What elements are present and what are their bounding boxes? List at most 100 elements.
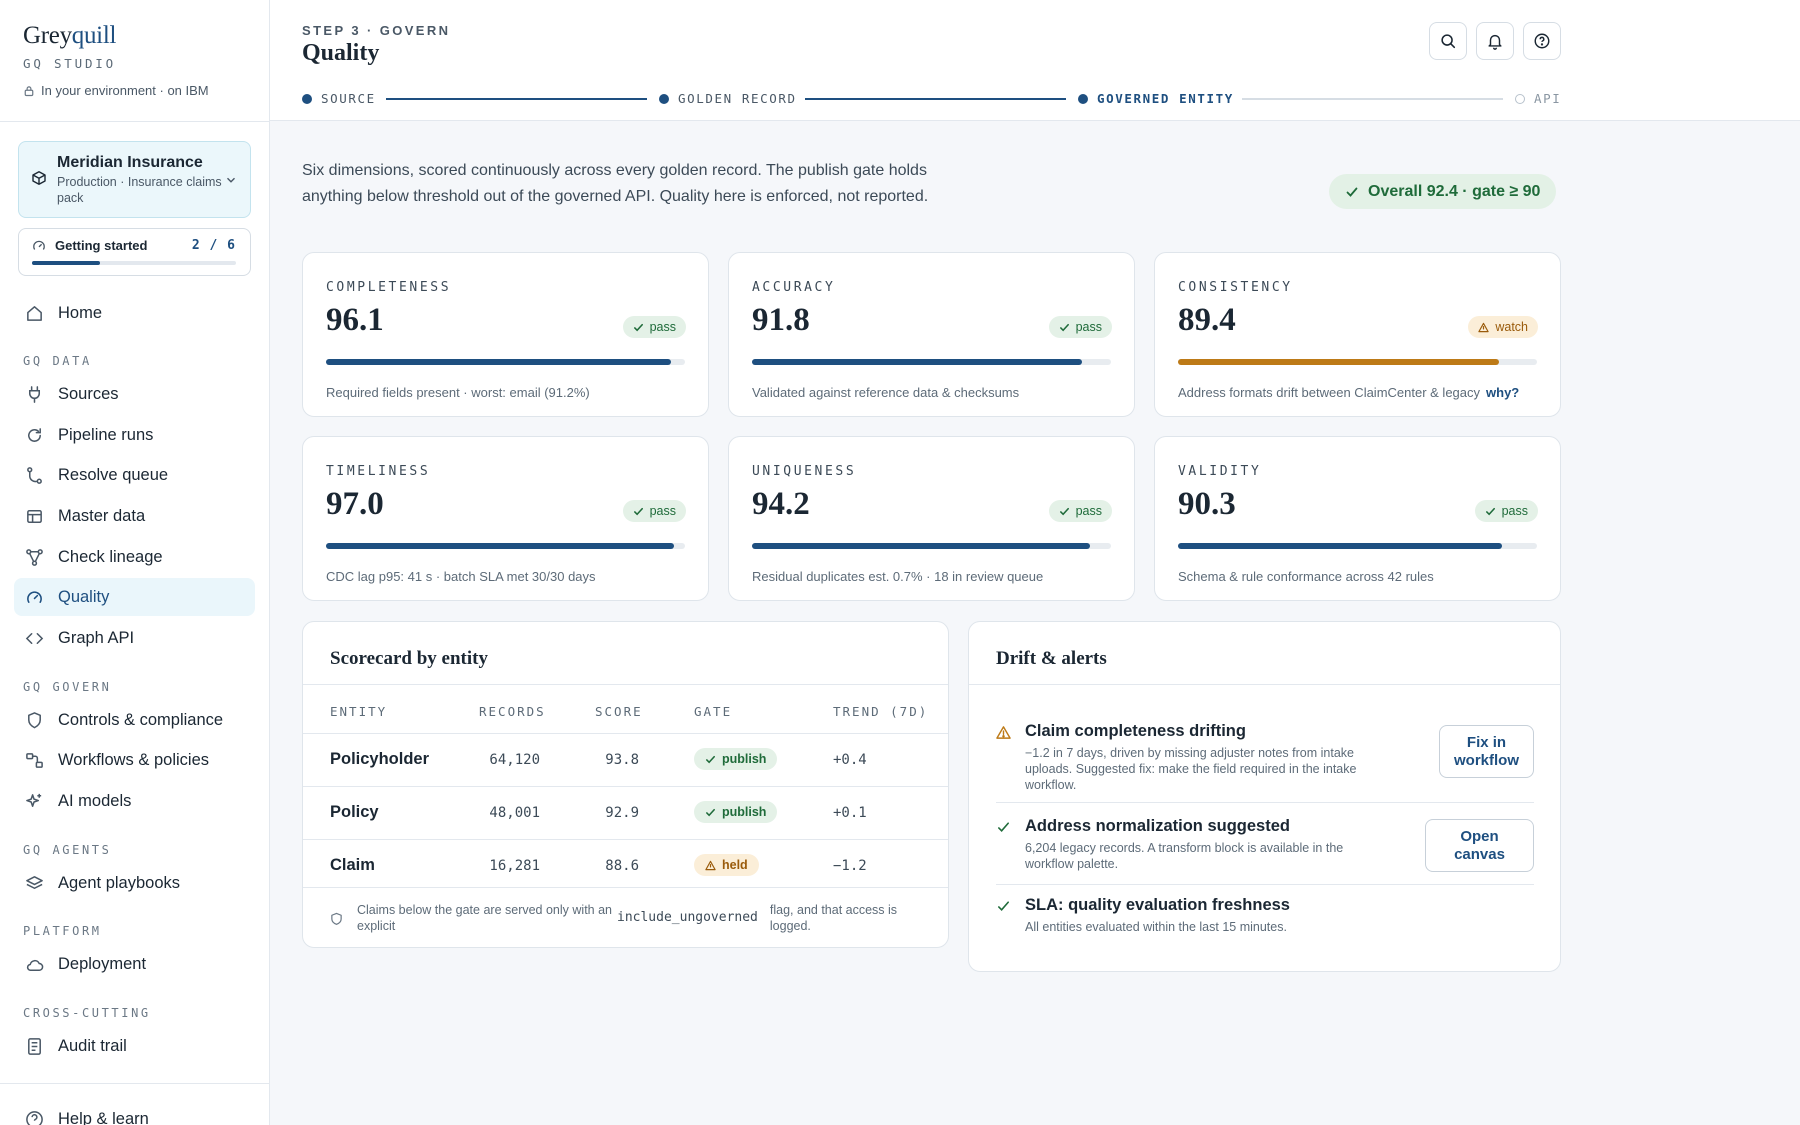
drift-title: Drift & alerts: [996, 648, 1107, 669]
lineage-icon: [25, 548, 58, 567]
column-header-entity[interactable]: ENTITY: [330, 704, 388, 719]
metric-note: Address formats drift between ClaimCente…: [1178, 385, 1519, 400]
step-api[interactable]: API: [1534, 91, 1562, 106]
step-governed-entity[interactable]: GOVERNED ENTITY: [1097, 91, 1234, 106]
column-header-records[interactable]: RECORDS: [479, 704, 546, 719]
metric-value: 91.8: [752, 302, 810, 338]
nav-section-gq-agents: GQ AGENTS: [23, 843, 112, 857]
status-badge: pass: [1474, 500, 1538, 522]
metric-progress-fill: [752, 359, 1082, 365]
step-golden-record[interactable]: GOLDEN RECORD: [678, 91, 797, 106]
open-canvas-button[interactable]: Open canvas: [1425, 819, 1534, 872]
alert-title: Address normalization suggested: [1025, 817, 1290, 835]
page-title: Quality: [302, 40, 380, 66]
metric-title: CONSISTENCY: [1178, 280, 1293, 295]
step-source[interactable]: SOURCE: [321, 91, 376, 106]
sidebar-item-audit-trail[interactable]: Audit trail: [14, 1027, 255, 1065]
alert-description: All entities evaluated within the last 1…: [1025, 920, 1287, 934]
metric-card-accuracy[interactable]: ACCURACY 91.8 pass Validated against refere…: [728, 252, 1135, 417]
environment-text: In your environment · on IBM: [41, 83, 209, 98]
sidebar-item-label: AI models: [58, 791, 132, 810]
help-button[interactable]: [1523, 22, 1561, 60]
search-button[interactable]: [1429, 22, 1467, 60]
plug-icon: [25, 385, 58, 404]
row-divider: [303, 786, 948, 787]
cube-icon: [31, 170, 47, 186]
sidebar-item-graph-api[interactable]: Graph API: [14, 619, 255, 657]
sidebar-item-sources[interactable]: Sources: [14, 375, 255, 413]
shield-icon: [330, 912, 357, 925]
check-icon: [633, 506, 644, 517]
sidebar-divider: [0, 1083, 270, 1084]
getting-started-progress: [32, 261, 236, 265]
column-header-trend[interactable]: TREND (7D): [833, 704, 929, 719]
page-header: STEP 3 · GOVERN Quality SOURCE GOLDEN RE…: [270, 0, 1800, 121]
environment-label: In your environment · on IBM: [23, 83, 209, 98]
table-row[interactable]: Policyholder 64,120 93.8 publish +0.4: [303, 733, 948, 786]
metric-progress: [1178, 543, 1537, 549]
scorecard-panel: Scorecard by entity ENTITY RECORDS SCORE…: [302, 621, 949, 948]
sidebar-item-help[interactable]: Help & learn: [14, 1100, 255, 1125]
row-divider: [303, 733, 948, 734]
sidebar-item-master-data[interactable]: Master data: [14, 497, 255, 535]
nav-section-cross-cutting: CROSS-CUTTING: [23, 1006, 151, 1020]
column-header-gate[interactable]: GATE: [694, 704, 733, 719]
brand-logo[interactable]: Greyquill: [23, 22, 209, 50]
cloud-icon: [25, 955, 58, 974]
metric-progress: [1178, 359, 1537, 365]
layers-icon: [25, 874, 58, 893]
org-switcher[interactable]: Meridian Insurance Production · Insuranc…: [18, 141, 251, 218]
check-icon: [1059, 506, 1070, 517]
why-link[interactable]: why?: [1486, 385, 1520, 400]
metric-title: VALIDITY: [1178, 464, 1262, 479]
metric-progress-fill: [752, 543, 1091, 549]
question-icon: [1533, 32, 1551, 50]
fix-in-workflow-button[interactable]: Fix in workflow: [1439, 725, 1534, 778]
metric-progress-fill: [326, 359, 671, 365]
metric-note: Residual duplicates est. 0.7% · 18 in re…: [752, 569, 1043, 584]
metric-value: 94.2: [752, 486, 810, 522]
help-icon: [25, 1110, 58, 1125]
metric-note: Validated against reference data & check…: [752, 385, 1019, 400]
metric-note-text: Residual duplicates est. 0.7% · 18 in re…: [752, 569, 1044, 584]
metric-card-consistency[interactable]: CONSISTENCY 89.4 watch Address formats drif…: [1154, 252, 1561, 417]
metric-title: ACCURACY: [752, 280, 836, 295]
score-value: 92.9: [605, 805, 639, 821]
progress-gauge-icon: [32, 239, 55, 253]
metric-card-timeliness[interactable]: TIMELINESS 97.0 pass CDC lag p95: 41 s · ba…: [302, 436, 709, 601]
sidebar-item-pipeline-runs[interactable]: Pipeline runs: [14, 416, 255, 454]
metric-note-text: Validated against reference data & check…: [752, 385, 1020, 400]
sidebar-item-workflows-policies[interactable]: Workflows & policies: [14, 741, 255, 779]
sidebar-item-label: Master data: [58, 506, 146, 525]
metric-value: 97.0: [326, 486, 384, 522]
sidebar-item-resolve-queue[interactable]: Resolve queue: [14, 456, 255, 494]
sidebar-item-quality[interactable]: Quality: [14, 578, 255, 616]
table-row[interactable]: Policy 48,001 92.9 publish +0.1: [303, 786, 948, 839]
metric-value: 96.1: [326, 302, 384, 338]
entity-name: Claim: [330, 856, 375, 874]
column-header-score[interactable]: SCORE: [595, 704, 643, 719]
metric-card-uniqueness[interactable]: UNIQUENESS 94.2 pass Residual duplicates es…: [728, 436, 1135, 601]
sidebar-item-controls-compliance[interactable]: Controls & compliance: [14, 701, 255, 739]
metric-card-validity[interactable]: VALIDITY 90.3 pass Schema & rule conformanc…: [1154, 436, 1561, 601]
metric-note-text: Address formats drift between ClaimCente…: [1178, 385, 1481, 400]
metric-card-completeness[interactable]: COMPLETENESS 96.1 pass Required fields pres…: [302, 252, 709, 417]
sidebar-item-deployment[interactable]: Deployment: [14, 945, 255, 983]
entity-name: Policyholder: [330, 750, 430, 768]
trend-value: +0.1: [833, 805, 867, 821]
sidebar-item-agent-playbooks[interactable]: Agent playbooks: [14, 864, 255, 902]
getting-started-card[interactable]: Getting started 2 / 6: [18, 228, 251, 276]
sidebar-item-ai-models[interactable]: AI models: [14, 782, 255, 820]
status-badge: pass: [622, 316, 686, 338]
metric-note: Schema & rule conformance across 42 rule…: [1178, 569, 1434, 584]
sidebar-item-check-lineage[interactable]: Check lineage: [14, 538, 255, 576]
sidebar-item-home[interactable]: Home: [14, 294, 255, 332]
sidebar-item-label: Help & learn: [58, 1109, 149, 1125]
gate-badge: publish: [694, 801, 778, 823]
status-badge: pass: [622, 500, 686, 522]
code-icon: [25, 629, 58, 648]
alert-title: Claim completeness drifting: [1025, 722, 1246, 740]
notifications-button[interactable]: [1476, 22, 1514, 60]
sidebar-item-label: Resolve queue: [58, 465, 169, 484]
table-row[interactable]: Claim 16,281 88.6 held −1.2: [303, 839, 948, 892]
